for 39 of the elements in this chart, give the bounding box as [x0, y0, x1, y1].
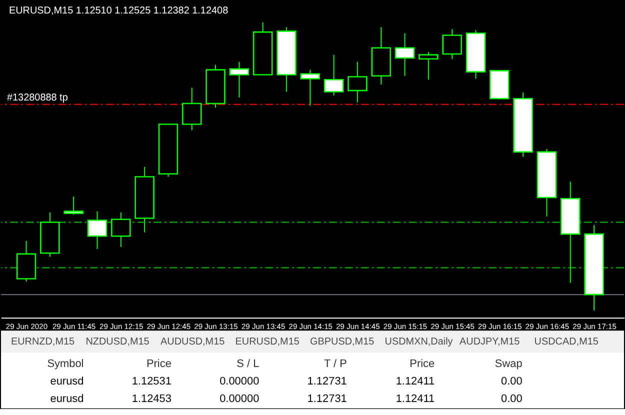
candlestick — [442, 28, 462, 60]
text: AUDJPY,M15 — [460, 336, 520, 348]
text: 1.12731 — [307, 376, 347, 388]
text: 1.12411 — [396, 393, 435, 406]
text: USDCAD,M15 — [534, 336, 599, 348]
text: 1.12453 — [132, 393, 172, 406]
text: USDMXN,Daily — [384, 336, 453, 348]
text: GBPUSD,M15 — [310, 336, 375, 348]
candlestick — [394, 32, 415, 76]
text: 0.00 — [501, 393, 522, 406]
text: 1.12411 — [396, 376, 435, 388]
text: eurusd — [50, 376, 84, 388]
text: eurusd — [50, 393, 84, 406]
candlestick — [324, 54, 344, 96]
category-label: Price — [146, 358, 172, 370]
text: 0.00000 — [220, 376, 260, 388]
candlestick — [418, 51, 438, 80]
text: 0.00000 — [220, 393, 260, 406]
candlestick — [110, 212, 131, 248]
category-label: T / P — [324, 358, 347, 370]
text: EURNZD,M15 — [10, 336, 76, 348]
candlestick — [182, 87, 202, 131]
text: AUDUSD,M15 — [160, 336, 226, 348]
candlestick — [300, 69, 320, 106]
text: 0.00 — [501, 376, 522, 388]
text: EURUSD,M15 — [235, 336, 300, 348]
category-label: Swap — [494, 358, 522, 370]
text: NZDUSD,M15 — [86, 336, 150, 348]
category-label: S / L — [236, 358, 260, 370]
ref-line-label: #13280888 tp — [6, 92, 68, 104]
chart-title: EURUSD,M15 1.12510 1.12525 1.12382 1.12408 — [8, 6, 229, 17]
candlestick — [348, 61, 368, 103]
text: 1.12731 — [307, 393, 347, 406]
candlestick — [64, 196, 84, 215]
category-label: Symbol — [47, 358, 84, 370]
text: 1.12531 — [132, 376, 172, 388]
category-label: Price — [410, 358, 435, 370]
candlestick — [87, 210, 108, 250]
candlestick — [229, 61, 250, 98]
